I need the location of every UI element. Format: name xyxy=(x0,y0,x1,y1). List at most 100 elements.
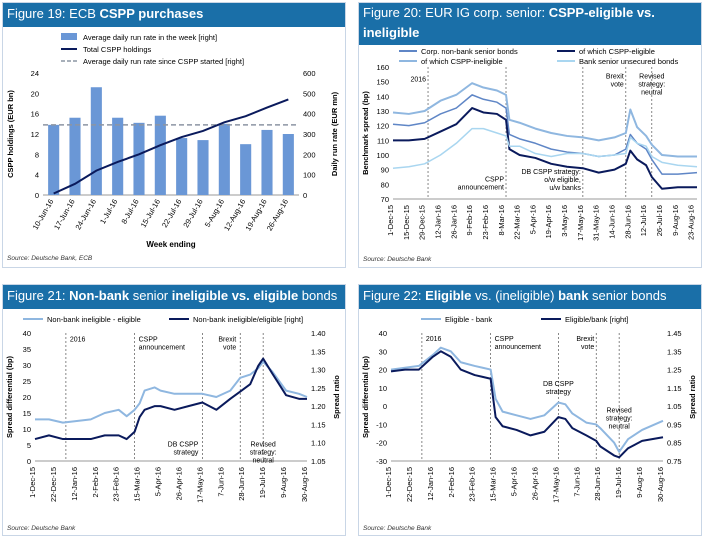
y-tick-label: -20 xyxy=(376,439,387,448)
y-tick-label: 15 xyxy=(23,409,31,418)
x-tick-label: 3-May-16 xyxy=(560,205,569,237)
x-tick-label: 31-May-16 xyxy=(592,205,601,241)
y-right-tick-label: 600 xyxy=(303,69,316,78)
x-tick-label: 29-Dec-15 xyxy=(418,205,427,240)
x-tick-label: 26-Jul-16 xyxy=(655,205,664,236)
y-tick-label: 160 xyxy=(376,63,389,72)
y-right-tick-label: 1.15 xyxy=(311,420,326,429)
x-tick-label: 9-Aug-16 xyxy=(279,467,288,498)
x-tick-label: 24-Jun-16 xyxy=(73,198,98,232)
legend-label-ratio: Eligible/bank [right] xyxy=(565,315,628,324)
y-tick-label: 10 xyxy=(379,384,387,393)
y-right-tick-label: 1.10 xyxy=(311,439,326,448)
y-tick-label: 20 xyxy=(31,89,39,98)
y-right-tick-label: 1.35 xyxy=(311,347,326,356)
x-tick-label: 22-Jul-16 xyxy=(160,198,183,230)
x-tick-label: 23-Aug-16 xyxy=(687,205,696,240)
x-tick-label: 15-Mar-16 xyxy=(133,467,142,502)
line-total-cspp-holdings xyxy=(53,98,289,195)
x-tick-label: 15-Mar-16 xyxy=(489,467,498,502)
figure-20-chart: Corp. non-bank senior bonds of which CSPP… xyxy=(361,47,698,241)
annotation-line: strategy xyxy=(546,389,571,396)
x-tick-label: 30-Aug-16 xyxy=(656,467,665,502)
annotation-line: Brexit xyxy=(576,336,594,343)
x-tick-label: 12-Jan-16 xyxy=(70,467,79,501)
annotation-line: strategy: xyxy=(606,416,633,423)
bar-weekly-run-rate xyxy=(90,87,102,195)
x-tick-label: 23-Feb-16 xyxy=(481,205,490,240)
figure-19-title: Figure 19: ECB CSPP purchases xyxy=(3,3,345,27)
x-tick-label: 28-Jun-16 xyxy=(237,467,246,501)
series-line xyxy=(393,107,697,190)
y-tick-label: 70 xyxy=(381,195,389,204)
annotation-line: Revised xyxy=(639,74,664,81)
annotation-line: vote xyxy=(581,344,594,351)
y-right-tick-label: 1.05 xyxy=(311,457,326,466)
y-tick-label: 130 xyxy=(376,107,389,116)
x-tick-label: 29-Jul-16 xyxy=(181,198,204,230)
x-tick-label: 17-May-16 xyxy=(551,467,560,503)
x-tick-label: 2-Feb-16 xyxy=(447,467,456,497)
annotation-text: CSPP announcement xyxy=(495,336,541,351)
x-tick-label: 5-Apr-16 xyxy=(510,467,519,496)
y-right-tick-label: 1.25 xyxy=(667,366,682,375)
y-right-tick-label: 1.40 xyxy=(311,329,326,338)
x-tick-label: 7-Jun-16 xyxy=(216,467,225,497)
x-tick-label: 1-Dec-15 xyxy=(384,467,393,498)
annotation-line: Revised xyxy=(607,408,632,415)
x-tick-label: 8-Mar-16 xyxy=(497,205,506,235)
legend-label-holdings: Total CSPP holdings xyxy=(83,45,151,54)
annotation-line: CSPP xyxy=(139,337,158,344)
annotation-line: strategy xyxy=(173,450,198,457)
x-tick-label: 7-Jun-16 xyxy=(572,467,581,497)
x-tick-label: 17-May-16 xyxy=(195,467,204,503)
y-right-axis-title: Daily run rate (EUR mn) xyxy=(330,91,339,176)
annotation-text: DB CSPP strategy: o/w eligible, u/w banks xyxy=(521,169,581,192)
y-right-tick-label: 0.75 xyxy=(667,457,682,466)
figure-22-title: Figure 22: Eligible vs. (ineligible) ban… xyxy=(359,285,701,309)
x-tick-label: 5-Apr-16 xyxy=(528,205,537,234)
y-right-tick-label: 500 xyxy=(303,89,316,98)
bar-weekly-run-rate xyxy=(154,115,166,195)
y-tick-label: 25 xyxy=(23,377,31,386)
annotation-line: DB CSPP xyxy=(168,442,199,449)
y-tick-label: 100 xyxy=(376,151,389,160)
figure-21-title: Figure 21: Non-bank senior ineligible vs… xyxy=(3,285,345,309)
bar-weekly-run-rate xyxy=(176,138,188,195)
annotation-line: neutral xyxy=(641,90,663,97)
x-tick-label: 15-Dec-15 xyxy=(402,205,411,240)
x-tick-label: 26-Jan-16 xyxy=(449,205,458,239)
x-tick-label: 1-Dec-15 xyxy=(28,467,37,498)
x-tick-label: 23-Feb-16 xyxy=(112,467,121,502)
x-tick-label: 12-Jul-16 xyxy=(639,205,648,236)
x-tick-label: 9-Aug-16 xyxy=(671,205,680,236)
annotation-text: 2016 xyxy=(410,77,426,84)
figure-19-source: Source: Deutsche Bank, ECB xyxy=(7,255,93,262)
annotation-text: 2016 xyxy=(426,336,442,343)
series-line xyxy=(390,350,664,459)
figure-21-panel: Figure 21: Non-bank senior ineligible vs… xyxy=(2,284,346,536)
y-right-tick-label: 1.35 xyxy=(667,347,682,356)
annotation-line: 2016 xyxy=(410,77,426,84)
x-tick-label: 9-Aug-16 xyxy=(635,467,644,498)
y-tick-label: 30 xyxy=(379,347,387,356)
y-axis-title: Benchmark spread (bp) xyxy=(361,91,370,175)
y-tick-label: 0 xyxy=(27,457,31,466)
y-axis-title: CSPP holdings (EUR bn) xyxy=(6,90,15,178)
figure-19-chart: Average daily run rate in the week [righ… xyxy=(6,33,339,249)
y-tick-label: 4 xyxy=(35,171,39,180)
annotation-text: Revised strategy: neutral xyxy=(606,408,633,431)
x-tick-label: 5-Apr-16 xyxy=(154,467,163,496)
annotation-text: Brexit vote xyxy=(606,74,624,89)
y-tick-label: 0 xyxy=(35,191,39,200)
legend-label-cspp-ineligible: of which CSPP-ineligible xyxy=(421,57,503,66)
series-line xyxy=(35,360,308,424)
y-right-tick-label: 1.30 xyxy=(311,366,326,375)
y-tick-label: 140 xyxy=(376,92,389,101)
series-line xyxy=(390,346,664,453)
x-tick-label: 26-Apr-16 xyxy=(174,467,183,500)
annotation-line: CSPP xyxy=(485,176,504,183)
figure-21-source: Source: Deutsche Bank xyxy=(7,525,76,532)
x-tick-label: 28-Jun-16 xyxy=(593,467,602,501)
annotation-line: Brexit xyxy=(606,74,624,81)
